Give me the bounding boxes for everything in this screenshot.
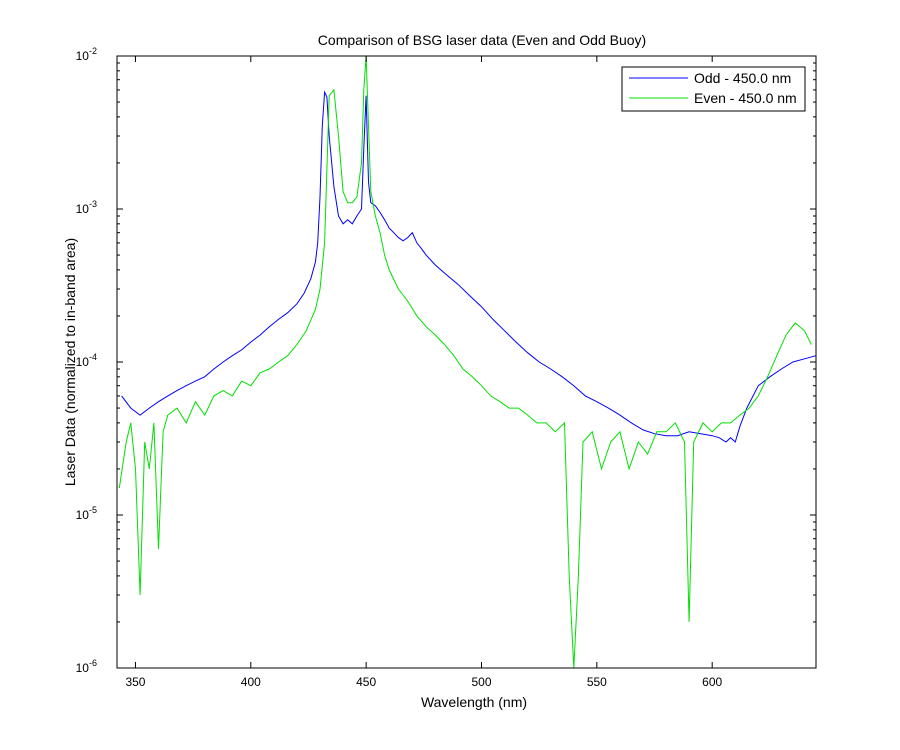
plot-area [117,56,816,668]
y-tick-label: 10-6 [76,658,97,675]
y-tick-label: 10-4 [76,352,97,369]
y-tick-label: 10-2 [76,46,97,63]
legend-box [621,66,806,112]
legend: Odd - 450.0 nm Even - 450.0 nm [621,66,806,112]
x-axis: 350 400 450 500 550 600 [125,56,723,689]
y-axis-label: Laser Data (normalized to in-band area) [62,238,78,486]
x-tick-label: 600 [702,675,722,689]
x-tick-label: 400 [241,675,261,689]
legend-label-odd: Odd - 450.0 nm [694,70,791,86]
y-axis: 10-6 10-5 10-4 10-3 10-2 [76,46,816,675]
y-tick-label: 10-5 [76,505,97,522]
x-tick-label: 450 [356,675,376,689]
series-line-even [118,55,812,669]
x-tick-label: 500 [471,675,491,689]
x-tick-label: 350 [125,675,145,689]
series-line-odd [121,90,817,443]
y-tick-label: 10-3 [76,199,97,216]
chart-title: Comparison of BSG laser data (Even and O… [318,32,646,48]
x-tick-label: 550 [587,675,607,689]
legend-label-even: Even - 450.0 nm [694,90,797,106]
series-layer [118,55,817,669]
x-axis-label: Wavelength (nm) [421,694,527,710]
